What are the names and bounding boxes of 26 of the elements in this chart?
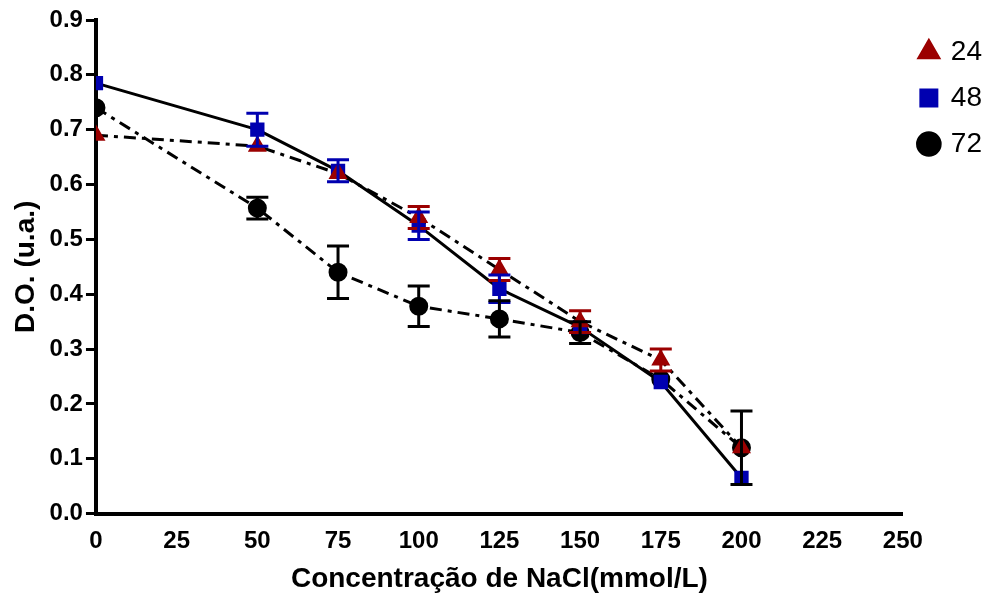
y-axis-title: D.O. (u.a.) — [8, 200, 40, 333]
y-tick-label: 0.0 — [49, 498, 83, 526]
y-tick-label: 0.9 — [49, 4, 83, 32]
y-tick-label: 0.3 — [49, 333, 83, 361]
y-tick-label: 0.8 — [49, 59, 83, 87]
legend-label: 72 — [950, 126, 983, 158]
x-tick-label: 200 — [721, 525, 762, 553]
y-tick-label: 0.6 — [49, 169, 83, 197]
y-tick-label: 0.4 — [49, 278, 84, 306]
x-tick-label: 75 — [324, 525, 352, 553]
x-tick-label: 125 — [479, 525, 520, 553]
legend-label: 24 — [950, 34, 983, 66]
y-tick-label: 0.7 — [49, 114, 83, 142]
x-tick-label: 0 — [89, 525, 103, 553]
x-tick-label: 175 — [640, 525, 681, 553]
x-axis-title: Concentração de NaCl(mmol/L) — [290, 561, 708, 593]
y-tick-label: 0.1 — [49, 443, 83, 471]
x-tick-label: 100 — [398, 525, 439, 553]
y-tick-label: 0.2 — [49, 388, 83, 416]
x-tick-label: 50 — [243, 525, 271, 553]
legend-label: 48 — [950, 80, 983, 112]
x-tick-label: 225 — [802, 525, 843, 553]
x-tick-label: 150 — [560, 525, 601, 553]
x-tick-label: 250 — [882, 525, 923, 553]
x-tick-label: 25 — [163, 525, 190, 553]
y-tick-label: 0.5 — [49, 224, 83, 251]
